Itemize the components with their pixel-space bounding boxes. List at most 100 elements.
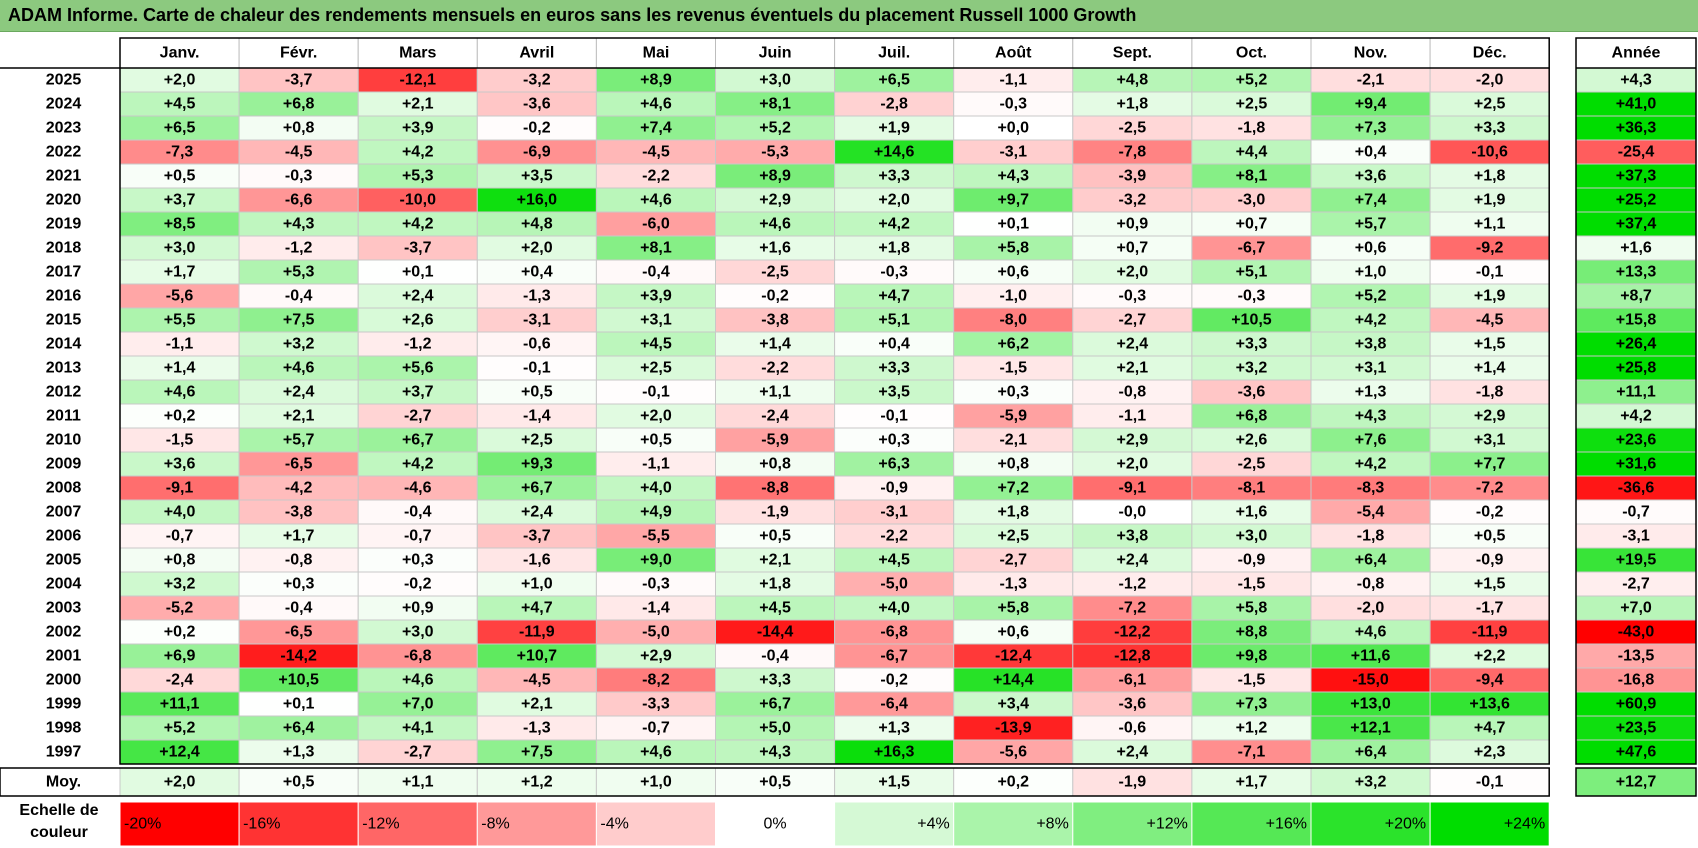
- heatmap-cell: [715, 235, 836, 261]
- heatmap-cell: [238, 739, 359, 765]
- heatmap-cell: [1072, 67, 1193, 93]
- heatmap-cell: [1191, 715, 1312, 741]
- annual-cell-value: +26,4: [1616, 336, 1657, 353]
- heatmap-cell-value: -3,7: [285, 72, 313, 89]
- heatmap-cell-value: +8,1: [759, 96, 791, 113]
- heatmap-cell-value: +3,5: [878, 384, 910, 401]
- heatmap-cell-value: +1,3: [283, 744, 315, 761]
- heatmap-cell-value: -0,3: [999, 96, 1027, 113]
- heatmap-cell-value: +3,0: [1236, 528, 1268, 545]
- heatmap-cell-value: -0,1: [523, 360, 551, 377]
- annual-cell-value: +4,3: [1620, 72, 1652, 89]
- heatmap-cell: [1072, 499, 1193, 525]
- heatmap-cell-value: +2,1: [283, 408, 315, 425]
- heatmap-cell-value: +0,8: [759, 456, 791, 473]
- row-year-label: 2011: [46, 408, 81, 425]
- heatmap-cell-value: +6,4: [1355, 744, 1387, 761]
- heatmap-cell: [953, 619, 1074, 645]
- heatmap-cell: [1191, 355, 1312, 381]
- annual-cell-value: -43,0: [1618, 624, 1655, 641]
- column-header-cell: [834, 37, 955, 69]
- heatmap-cell: [834, 403, 955, 429]
- row-year-label: 2019: [46, 216, 82, 233]
- heatmap-cell-value: -2,1: [1357, 72, 1385, 89]
- heatmap-cell: [119, 547, 240, 573]
- heatmap-cell-value: -2,7: [404, 408, 432, 425]
- heatmap-cell-value: -0,2: [404, 576, 432, 593]
- heatmap-cell-value: -14,2: [280, 648, 317, 665]
- heatmap-cell-value: +2,0: [878, 192, 910, 209]
- heatmap-cell-value: -0,8: [1119, 384, 1147, 401]
- heatmap-cell-value: +4,6: [402, 672, 434, 689]
- heatmap-cell: [1191, 571, 1312, 597]
- heatmap-cell-value: +4,8: [1117, 72, 1149, 89]
- annual-cell-value: +8,7: [1620, 288, 1652, 305]
- average-cell-value: +2,0: [164, 774, 196, 791]
- heatmap-cell-value: -0,4: [642, 264, 670, 281]
- heatmap-cell-value: -3,8: [761, 312, 789, 329]
- heatmap-cell-value: -5,9: [761, 432, 789, 449]
- heatmap-cell: [119, 499, 240, 525]
- heatmap-cell-value: -7,2: [1476, 480, 1504, 497]
- heatmap-cell: [1072, 619, 1193, 645]
- heatmap-cell: [357, 715, 478, 741]
- heatmap-cell-value: +4,6: [1355, 624, 1387, 641]
- heatmap-cell-value: -2,5: [1238, 456, 1266, 473]
- heatmap-cell: [1072, 259, 1193, 285]
- heatmap-cell-value: +0,0: [997, 120, 1029, 137]
- heatmap-cell: [119, 139, 240, 165]
- heatmap-cell-value: +3,3: [878, 360, 910, 377]
- average-cell: [715, 767, 836, 797]
- heatmap-cell-value: +3,5: [521, 168, 553, 185]
- annual-cell: [1575, 235, 1697, 261]
- heatmap-cell: [238, 235, 359, 261]
- heatmap-cell-value: -0,6: [1119, 720, 1147, 737]
- heatmap-cell-value: -12,4: [995, 648, 1032, 665]
- heatmap-cell: [834, 211, 955, 237]
- heatmap-cell-value: +1,8: [1474, 168, 1506, 185]
- heatmap-cell-value: +4,5: [878, 552, 910, 569]
- heatmap-cell-value: +4,7: [521, 600, 553, 617]
- heatmap-cell-value: -1,0: [999, 288, 1027, 305]
- heatmap-cell: [953, 235, 1074, 261]
- heatmap-cell: [357, 427, 478, 453]
- heatmap-cell-value: -10,0: [400, 192, 437, 209]
- annual-cell-value: +37,3: [1616, 168, 1657, 185]
- heatmap-cell: [715, 475, 836, 501]
- heatmap-cell-value: -3,7: [404, 240, 432, 257]
- heatmap-cell-value: -1,5: [1238, 576, 1266, 593]
- heatmap-cell-value: +0,8: [997, 456, 1029, 473]
- heatmap-cell-value: -6,8: [880, 624, 908, 641]
- heatmap-cell: [715, 259, 836, 285]
- row-year-label: 2002: [46, 624, 82, 641]
- heatmap-cell: [476, 91, 597, 117]
- heatmap-cell-value: +7,4: [640, 120, 672, 137]
- heatmap-cell: [1191, 379, 1312, 405]
- heatmap-cell-value: -0,1: [880, 408, 908, 425]
- heatmap-cell: [238, 667, 359, 693]
- heatmap-cell: [238, 187, 359, 213]
- heatmap-cell-value: -0,0: [1119, 504, 1147, 521]
- average-cell: [834, 767, 955, 797]
- heatmap-cell-value: +2,9: [640, 648, 672, 665]
- heatmap-cell-value: -0,3: [285, 168, 313, 185]
- heatmap-cell-value: +7,3: [1355, 120, 1387, 137]
- heatmap-cell-value: +4,6: [283, 360, 315, 377]
- heatmap-cell-value: +3,2: [283, 336, 315, 353]
- heatmap-cell: [1072, 691, 1193, 717]
- heatmap-cell-value: +5,5: [164, 312, 196, 329]
- heatmap-cell: [476, 499, 597, 525]
- heatmap-cell: [953, 307, 1074, 333]
- heatmap-cell-value: -8,8: [761, 480, 789, 497]
- average-cell-value: -1,9: [1119, 774, 1147, 791]
- heatmap-cell-value: +2,4: [283, 384, 315, 401]
- heatmap-cell-value: +4,1: [402, 720, 434, 737]
- heatmap-cell-value: -0,9: [880, 480, 908, 497]
- average-cell-value: +0,2: [997, 774, 1029, 791]
- heatmap-cell-value: +1,8: [997, 504, 1029, 521]
- heatmap-cell: [238, 307, 359, 333]
- heatmap-cell-value: +3,1: [640, 312, 672, 329]
- heatmap-cell-value: -4,5: [523, 672, 551, 689]
- heatmap-cell: [119, 523, 240, 549]
- heatmap-cell-value: +4,3: [997, 168, 1029, 185]
